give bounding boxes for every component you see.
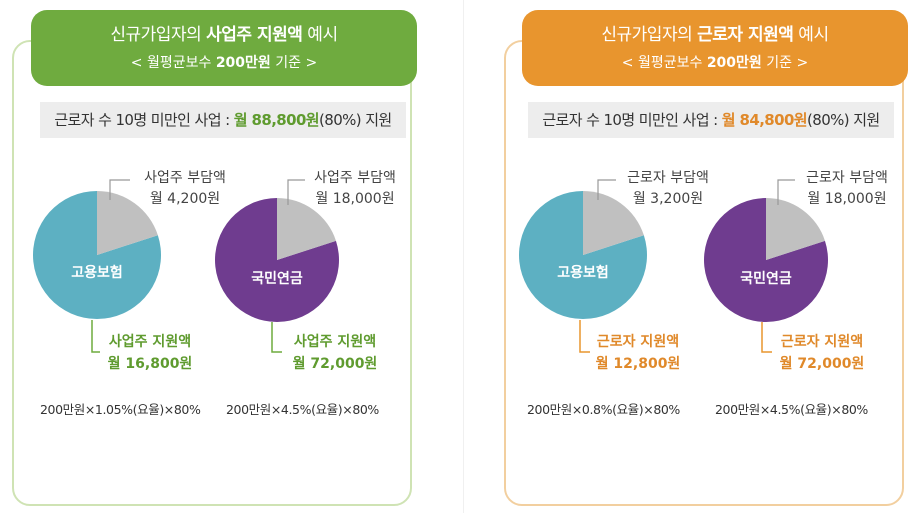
employer-pension-support: 사업주 지원액 월 72,000원 — [292, 334, 378, 372]
employer-insurance-label: 고용보험 — [71, 265, 123, 281]
worker-summary: 근로자 수 10명 미만인 사업 : 월 84,800원(80%) 지원 — [528, 102, 894, 138]
worker-insurance-burden: 근로자 부담액 월 3,200원 — [627, 170, 709, 207]
employer-pension-burden-slice — [277, 198, 336, 260]
worker-insurance-label: 고용보험 — [557, 265, 609, 281]
employer-insurance-burden-slice — [97, 191, 158, 255]
worker-pension-formula: 200만원×4.5%(요율)×80% — [715, 402, 868, 417]
worker-insurance-support: 근로자 지원액 월 12,800원 — [595, 334, 681, 372]
worker-insurance-burden-slice — [583, 191, 644, 255]
worker-title: 신규가입자의 근로자 지원액 예시 — [601, 25, 829, 45]
employer-pension-formula: 200만원×4.5%(요율)×80% — [226, 402, 379, 417]
worker-pension-support: 근로자 지원액 월 72,000원 — [779, 334, 865, 372]
worker-pension-label: 국민연금 — [740, 271, 792, 287]
employer-summary: 근로자 수 10명 미만인 사업 : 월 88,800원(80%) 지원 — [40, 102, 406, 138]
employer-insurance-formula: 200만원×1.05%(요율)×80% — [40, 402, 201, 417]
worker-pension-burden-slice — [766, 198, 825, 260]
employer-pension-burden: 사업주 부담액 월 18,000원 — [314, 170, 396, 207]
worker-header: 신규가입자의 근로자 지원액 예시 < 월평균보수 200만원 기준 > — [522, 10, 908, 86]
worker-subtitle: < 월평균보수 200만원 기준 > — [621, 55, 809, 71]
worker-pension-burden: 근로자 부담액 월 18,000원 — [806, 170, 888, 207]
worker-insurance-formula: 200만원×0.8%(요율)×80% — [527, 402, 680, 417]
employer-pension-pie — [215, 198, 339, 322]
employer-insurance-pie — [33, 191, 161, 319]
employer-insurance-burden: 사업주 부담액 월 4,200원 — [144, 170, 226, 207]
employer-subtitle: < 월평균보수 200만원 기준 > — [130, 55, 318, 71]
employer-title: 신규가입자의 사업주 지원액 예시 — [110, 25, 338, 45]
worker-pension-pie — [704, 198, 828, 322]
employer-pension-label: 국민연금 — [251, 271, 303, 287]
employer-header: 신규가입자의 사업주 지원액 예시 < 월평균보수 200만원 기준 > — [31, 10, 417, 86]
center-divider — [463, 0, 464, 513]
employer-insurance-support: 사업주 지원액 월 16,800원 — [107, 334, 193, 372]
worker-insurance-pie — [519, 191, 647, 319]
